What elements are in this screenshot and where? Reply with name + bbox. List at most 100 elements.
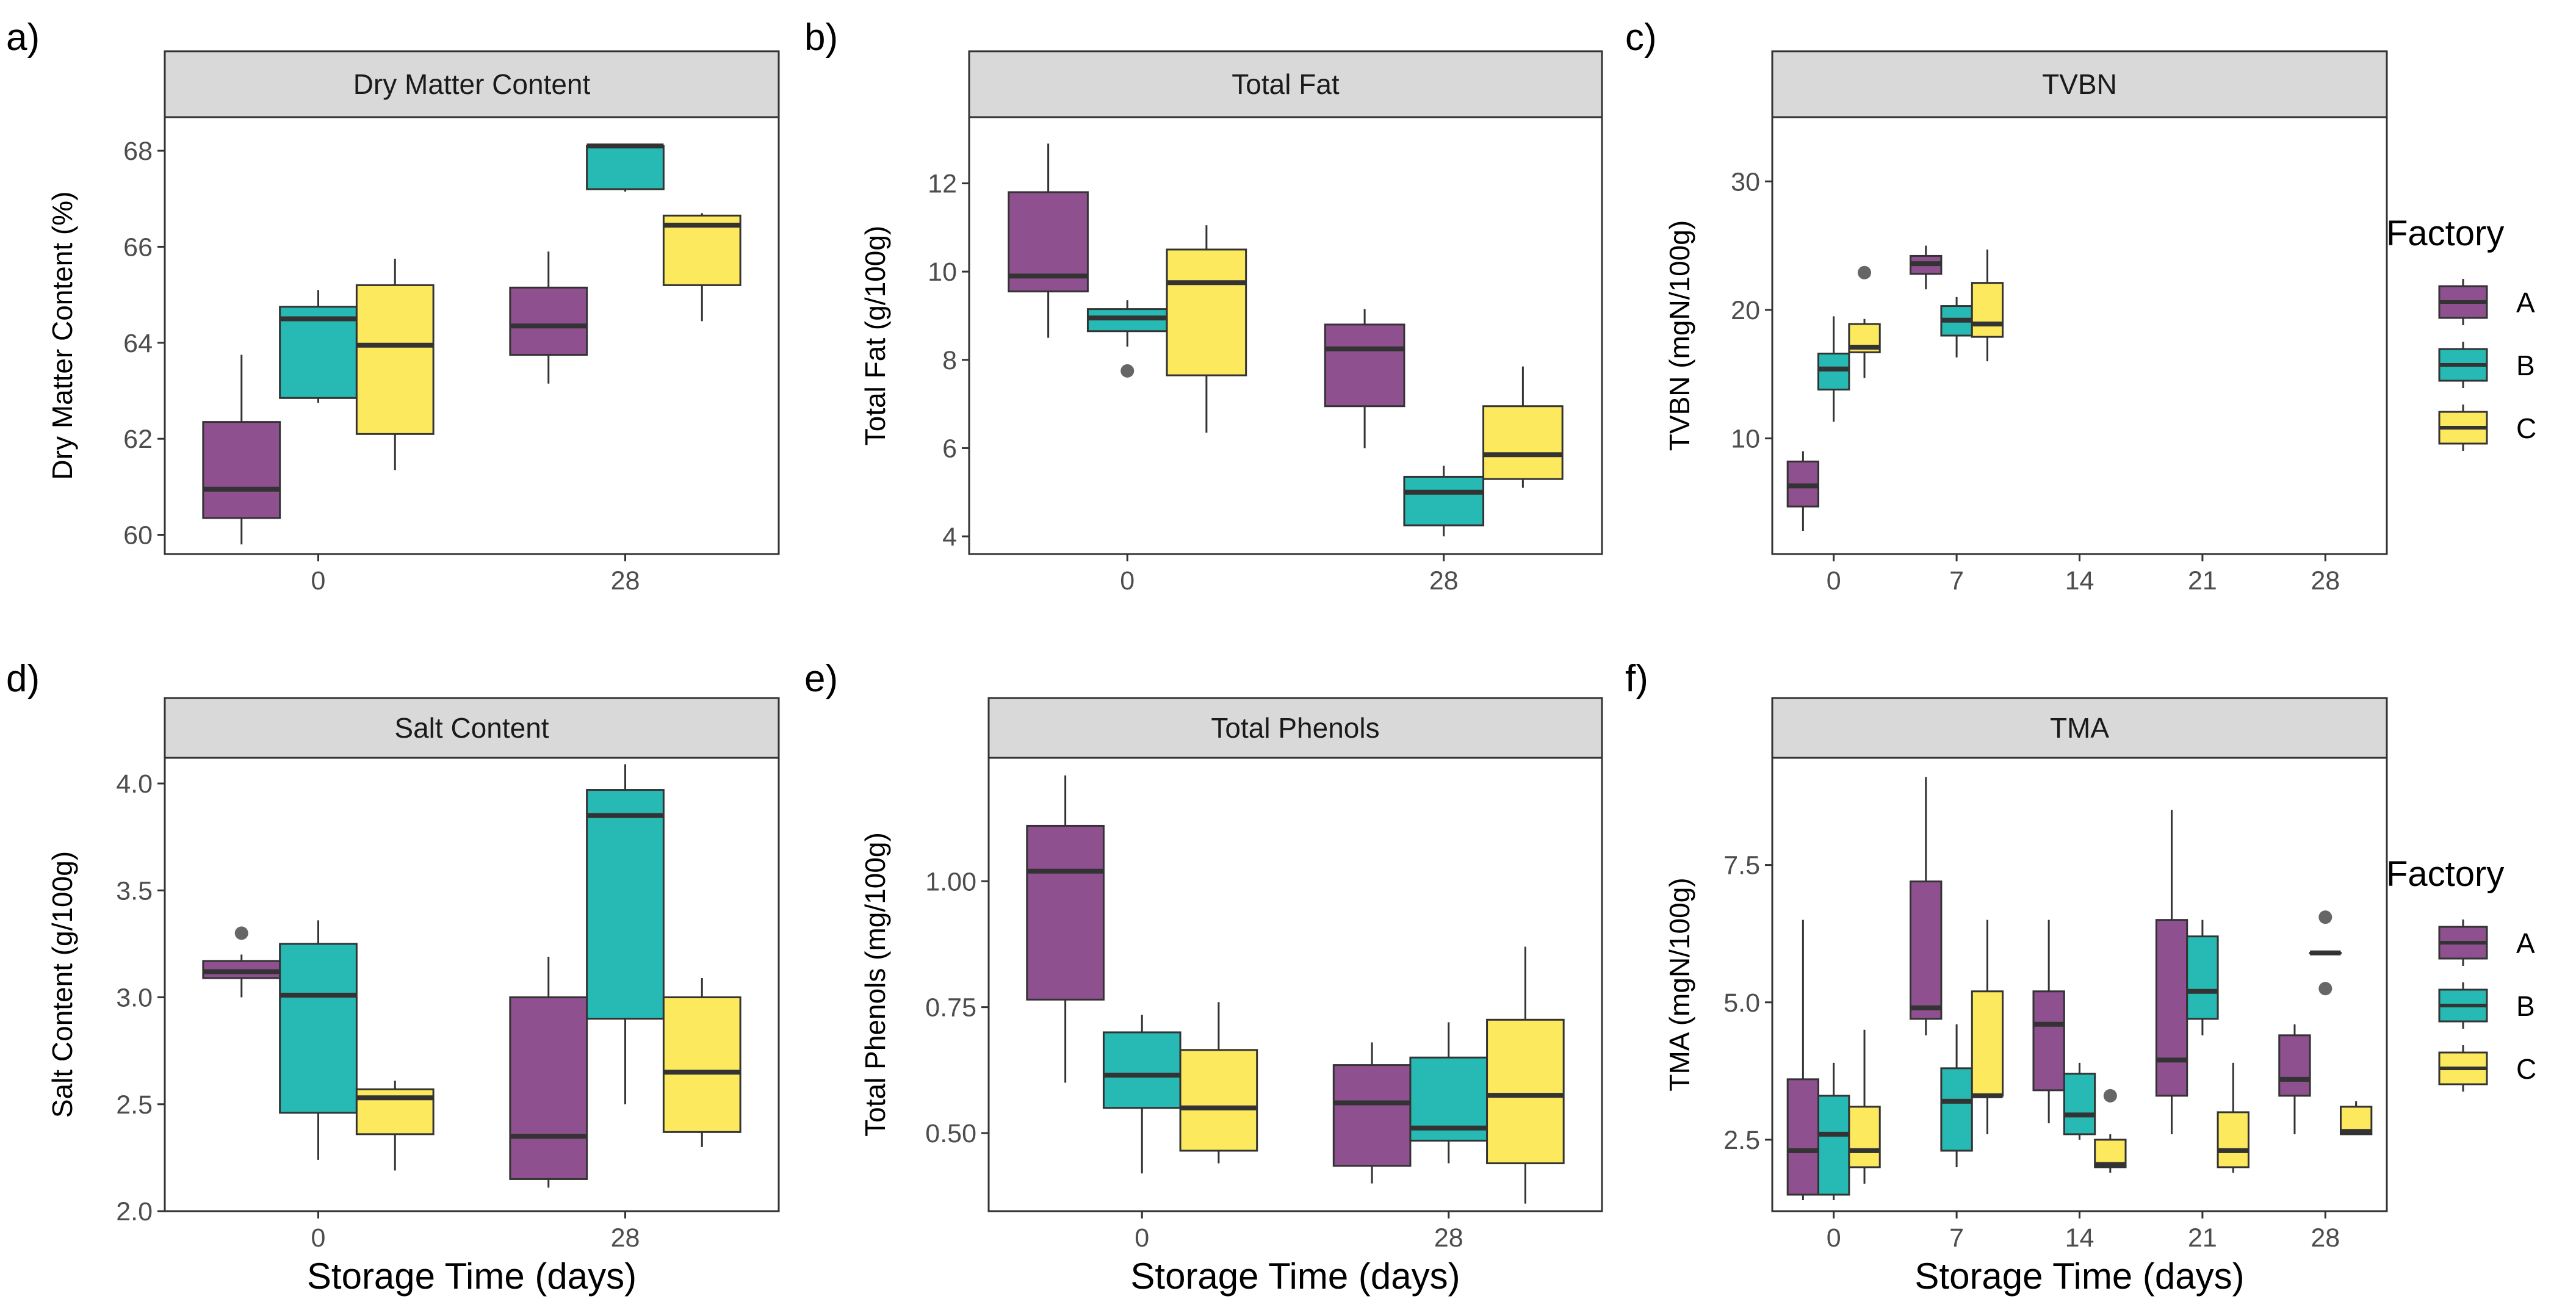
- panel-c: c) TVBN 10 20 30 0 7 14 21 28 TVBN (mgN/100g): [1625, 16, 2388, 596]
- box-body: [1971, 990, 2004, 1097]
- y-tick-label: 2.0: [116, 1197, 153, 1226]
- legend-bottom: Factory ABC: [2386, 854, 2536, 1092]
- box-body: [355, 284, 435, 435]
- panel-label: b): [804, 16, 838, 59]
- x-axis-label: Storage Time (days): [1914, 1256, 2244, 1297]
- box-28-C: [1486, 946, 1565, 1204]
- box-body: [1102, 1031, 1182, 1109]
- y-tick-label: 5.0: [1723, 988, 1760, 1018]
- plot-area: [165, 758, 779, 1211]
- facet-strip: [164, 50, 780, 118]
- y-tick-label: 68: [123, 137, 153, 166]
- x-tick-label: 28: [1434, 1223, 1463, 1253]
- facet-strip: [164, 697, 780, 759]
- box-0-A: [202, 354, 281, 545]
- plot-area: [969, 117, 1602, 554]
- plot-border: [1771, 757, 2388, 1212]
- panel-f: f) TMA 2.5 5.0 7.5 0 7 14 21 28 TMA (mgN/100g) Stor…: [1625, 658, 2388, 1297]
- y-tick-label: 2.5: [1723, 1126, 1760, 1155]
- box-body: [1786, 1078, 1820, 1196]
- box-body: [2278, 1034, 2311, 1097]
- facet-title: Total Fat: [1232, 68, 1340, 100]
- box-body: [662, 996, 741, 1133]
- x-tick-label: 28: [611, 1223, 640, 1253]
- y-tick-label: 3.5: [116, 876, 153, 905]
- box-28-A: [509, 956, 588, 1188]
- x-axis-label: Storage Time (days): [1130, 1256, 1460, 1297]
- box-body: [1910, 880, 1943, 1020]
- facet-strip: [968, 50, 1603, 118]
- x-tick-label: 0: [1120, 566, 1135, 596]
- y-tick-label: 10: [1731, 424, 1760, 453]
- box-body: [1482, 405, 1564, 480]
- y-tick-label: 6: [942, 434, 957, 463]
- box-28-B: [1403, 466, 1485, 537]
- box-28-C: [662, 977, 741, 1147]
- box-0-A: [1026, 775, 1105, 1083]
- plot-border: [987, 757, 1603, 1212]
- plot-border: [968, 116, 1603, 555]
- panel-a: a) Dry Matter Content 60 62 64 66 68 0 28 Dry Mat…: [6, 16, 780, 596]
- facet-strip: [987, 697, 1603, 759]
- y-axis-label: Dry Matter Content (%): [46, 192, 78, 480]
- box-body: [1026, 824, 1105, 1001]
- x-tick-label: 28: [2311, 1223, 2340, 1253]
- y-tick-label: 3.0: [116, 984, 153, 1013]
- outlier-point: [2318, 910, 2332, 924]
- legend-item-C: C: [2438, 1045, 2536, 1092]
- box-body: [586, 789, 665, 1020]
- box-7-C: [1971, 249, 2004, 362]
- legend-label: A: [2516, 927, 2535, 959]
- outlier-point: [2103, 1089, 2117, 1103]
- y-tick-label: 30: [1731, 167, 1760, 196]
- box-28-A: [2278, 1024, 2311, 1134]
- box-28-C: [1482, 366, 1564, 488]
- box-28-C: [2339, 1101, 2373, 1135]
- y-axis-label: TVBN (mgN/100g): [1664, 220, 1695, 451]
- box-0-B: [1817, 316, 1850, 422]
- x-tick-label: 21: [2188, 566, 2217, 596]
- legend-item-B: B: [2438, 342, 2535, 388]
- legend-item-B: B: [2438, 982, 2535, 1029]
- box-28-B: [1409, 1022, 1488, 1164]
- box-body: [2186, 935, 2219, 1020]
- legend-title: Factory: [2386, 854, 2504, 894]
- box-body: [1848, 1106, 1881, 1168]
- box-body: [279, 306, 358, 399]
- plot-border: [164, 757, 780, 1212]
- x-tick-label: 28: [2311, 566, 2340, 596]
- legend-label: B: [2516, 350, 2535, 381]
- box-0-C: [1179, 1002, 1258, 1164]
- y-axis-label: Salt Content (g/100g): [46, 851, 78, 1118]
- box-body: [1332, 1064, 1412, 1167]
- outlier-point: [1858, 265, 1872, 279]
- x-tick-label: 0: [1135, 1223, 1149, 1253]
- box-14-C: [2094, 1089, 2127, 1173]
- box-28-C: [662, 213, 741, 322]
- box-body: [1166, 248, 1247, 376]
- box-14-A: [2032, 920, 2065, 1123]
- box-body: [1486, 1018, 1565, 1165]
- y-tick-label: 62: [123, 425, 153, 454]
- legend-item-A: A: [2438, 279, 2535, 325]
- y-tick-label: 20: [1731, 296, 1760, 325]
- y-tick-label: 10: [928, 257, 957, 287]
- box-28-B: [2309, 910, 2342, 996]
- box-0-A: [1786, 920, 1820, 1200]
- y-tick-label: 4.0: [116, 769, 153, 799]
- x-tick-label: 7: [1949, 1223, 1964, 1253]
- facet-title: Total Phenols: [1211, 712, 1379, 744]
- box-28-B: [586, 143, 665, 192]
- y-axis-label: Total Fat (g/100g): [859, 226, 891, 446]
- plot-border: [164, 116, 780, 555]
- panel-e: e) Total Phenols 0.50 0.75 1.00 0 28 Total Phen…: [804, 658, 1603, 1297]
- box-body: [1403, 475, 1485, 527]
- facet-title: TVBN: [2042, 68, 2117, 100]
- facet-title: TMA: [2050, 712, 2109, 744]
- legend-label: C: [2516, 412, 2536, 444]
- x-tick-label: 14: [2065, 566, 2094, 596]
- box-body: [2032, 990, 2065, 1092]
- legend-label: A: [2516, 287, 2535, 319]
- box-0-C: [355, 259, 435, 470]
- outlier-point: [234, 926, 248, 940]
